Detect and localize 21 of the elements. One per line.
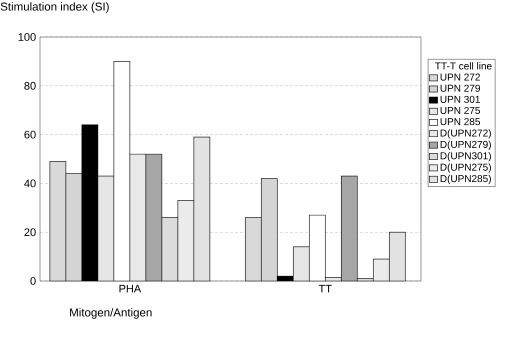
legend-label: D(UPN272) xyxy=(440,129,491,139)
legend-label: UPN 279 xyxy=(440,84,480,92)
legend-label: UPN 275 xyxy=(440,106,480,114)
y-tick-label: 80 xyxy=(24,82,36,90)
y-tick-label: 20 xyxy=(24,228,36,236)
legend-label: UPN 301 xyxy=(440,96,480,103)
x-axis-title: Mitogen/Antigen xyxy=(70,308,152,319)
legend-label: D(UPN275) xyxy=(440,163,491,173)
x-tick-label: TT xyxy=(318,284,332,292)
legend-label: D(UPN285) xyxy=(440,174,491,184)
legend-label: D(UPN301) xyxy=(440,152,491,162)
legend-title: TT-T cell line xyxy=(435,62,492,70)
legend-label: UPN 285 xyxy=(440,118,480,126)
y-tick-label: 100 xyxy=(18,33,36,41)
y-tick-label: 0 xyxy=(30,277,36,285)
y-axis-title: Stimulation index (SI) xyxy=(0,2,109,13)
y-tick-label: 40 xyxy=(24,180,36,188)
legend-label: D(UPN279) xyxy=(440,140,491,150)
x-tick-label: PHA xyxy=(119,284,142,292)
y-tick-label: 60 xyxy=(24,130,36,138)
legend-label: UPN 272 xyxy=(440,74,480,81)
